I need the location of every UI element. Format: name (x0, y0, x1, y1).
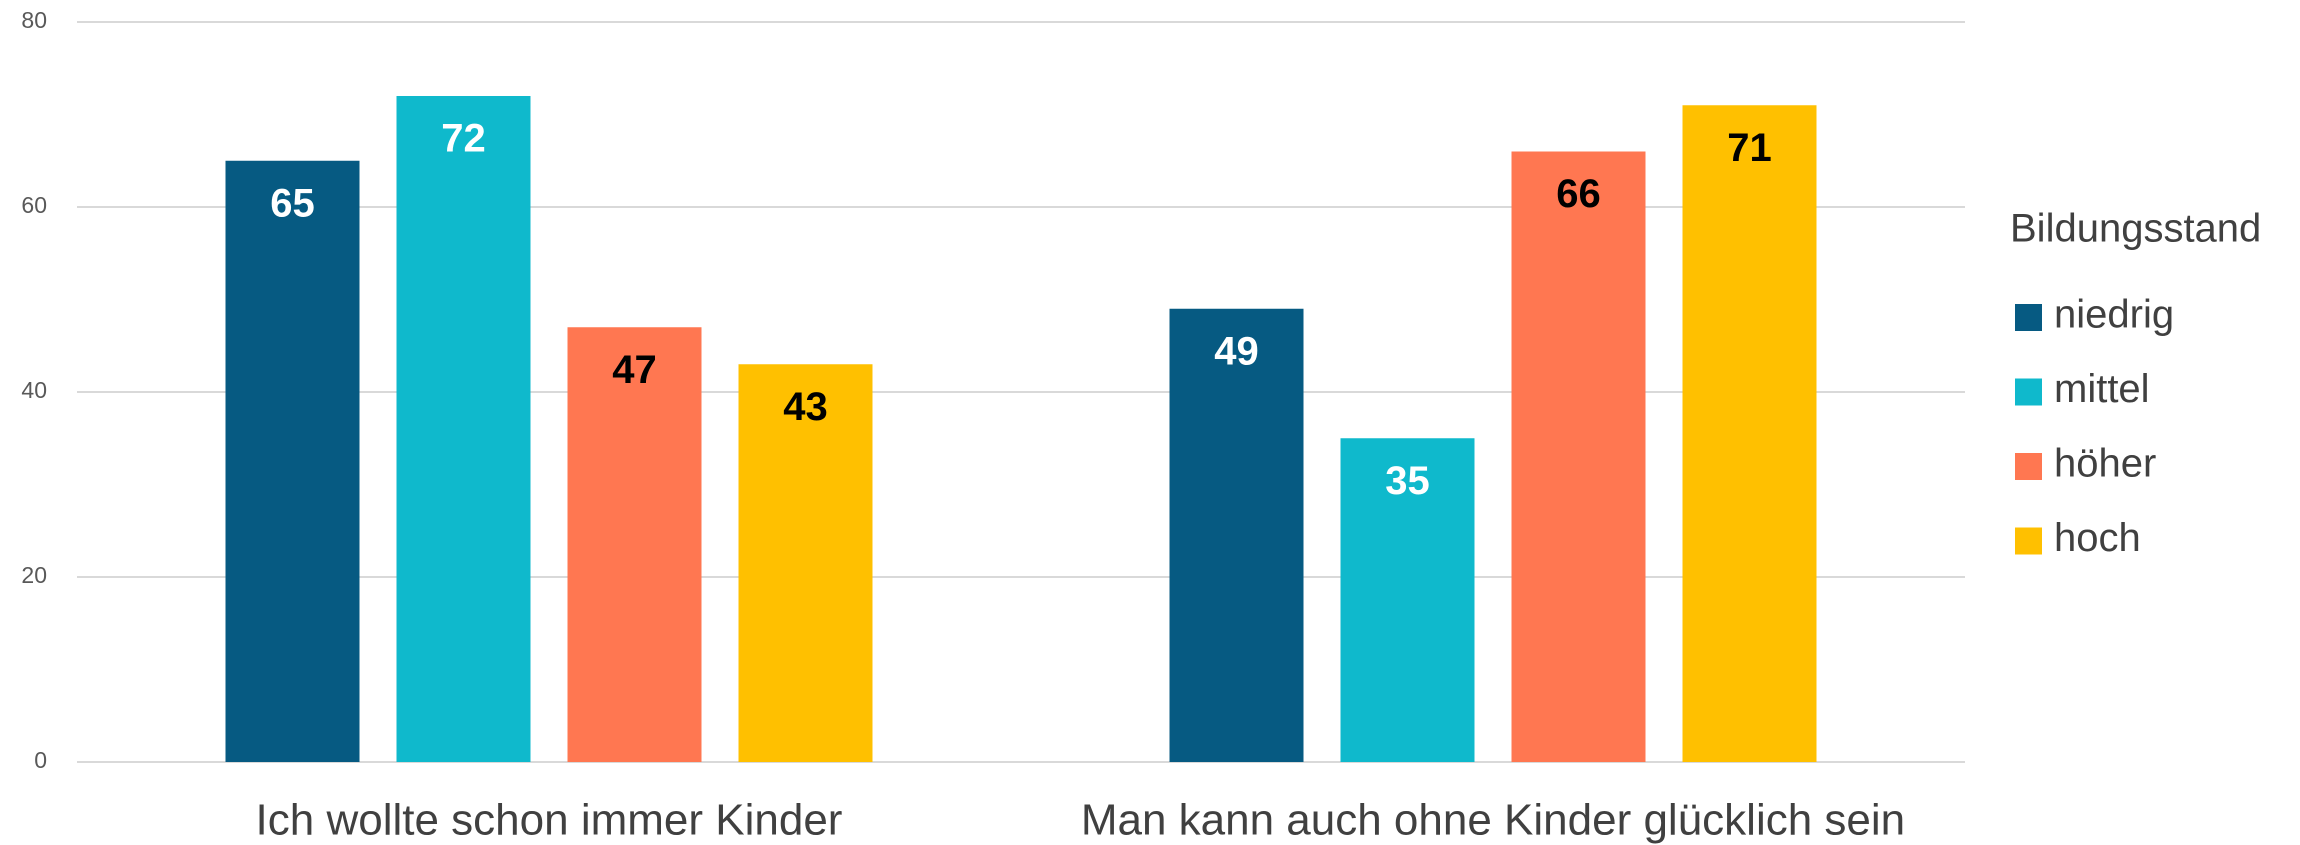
legend-label: mittel (2054, 367, 2150, 411)
bar (1340, 438, 1475, 762)
x-tick-label: Man kann auch ohne Kinder glücklich sein (1081, 796, 1905, 845)
y-tick-label: 40 (21, 377, 47, 403)
data-label: 47 (612, 348, 657, 392)
data-label: 72 (441, 117, 486, 161)
data-label: 66 (1556, 172, 1601, 216)
data-label: 43 (783, 385, 828, 429)
legend-label: höher (2054, 442, 2156, 486)
bar (1169, 308, 1304, 762)
bar (1511, 151, 1646, 762)
bar (738, 364, 873, 762)
y-tick-label: 80 (21, 7, 47, 33)
bar (1682, 105, 1817, 762)
y-tick-label: 20 (21, 562, 47, 588)
bar (225, 160, 360, 762)
data-label: 49 (1214, 329, 1259, 373)
legend-swatch (2015, 453, 2042, 480)
legend-label: hoch (2054, 516, 2141, 560)
bar (396, 96, 531, 762)
legend-swatch (2015, 304, 2042, 331)
legend-swatch (2015, 527, 2042, 555)
y-tick-label: 0 (34, 747, 47, 773)
data-label: 35 (1385, 459, 1430, 503)
bar (567, 327, 702, 762)
legend-label: niedrig (2054, 293, 2174, 337)
legend-swatch (2015, 378, 2042, 406)
y-tick-label: 60 (21, 192, 47, 218)
data-label: 65 (270, 181, 315, 225)
legend-title: Bildungsstand (2010, 207, 2261, 251)
x-tick-label: Ich wollte schon immer Kinder (256, 796, 843, 845)
data-label: 71 (1727, 126, 1772, 170)
